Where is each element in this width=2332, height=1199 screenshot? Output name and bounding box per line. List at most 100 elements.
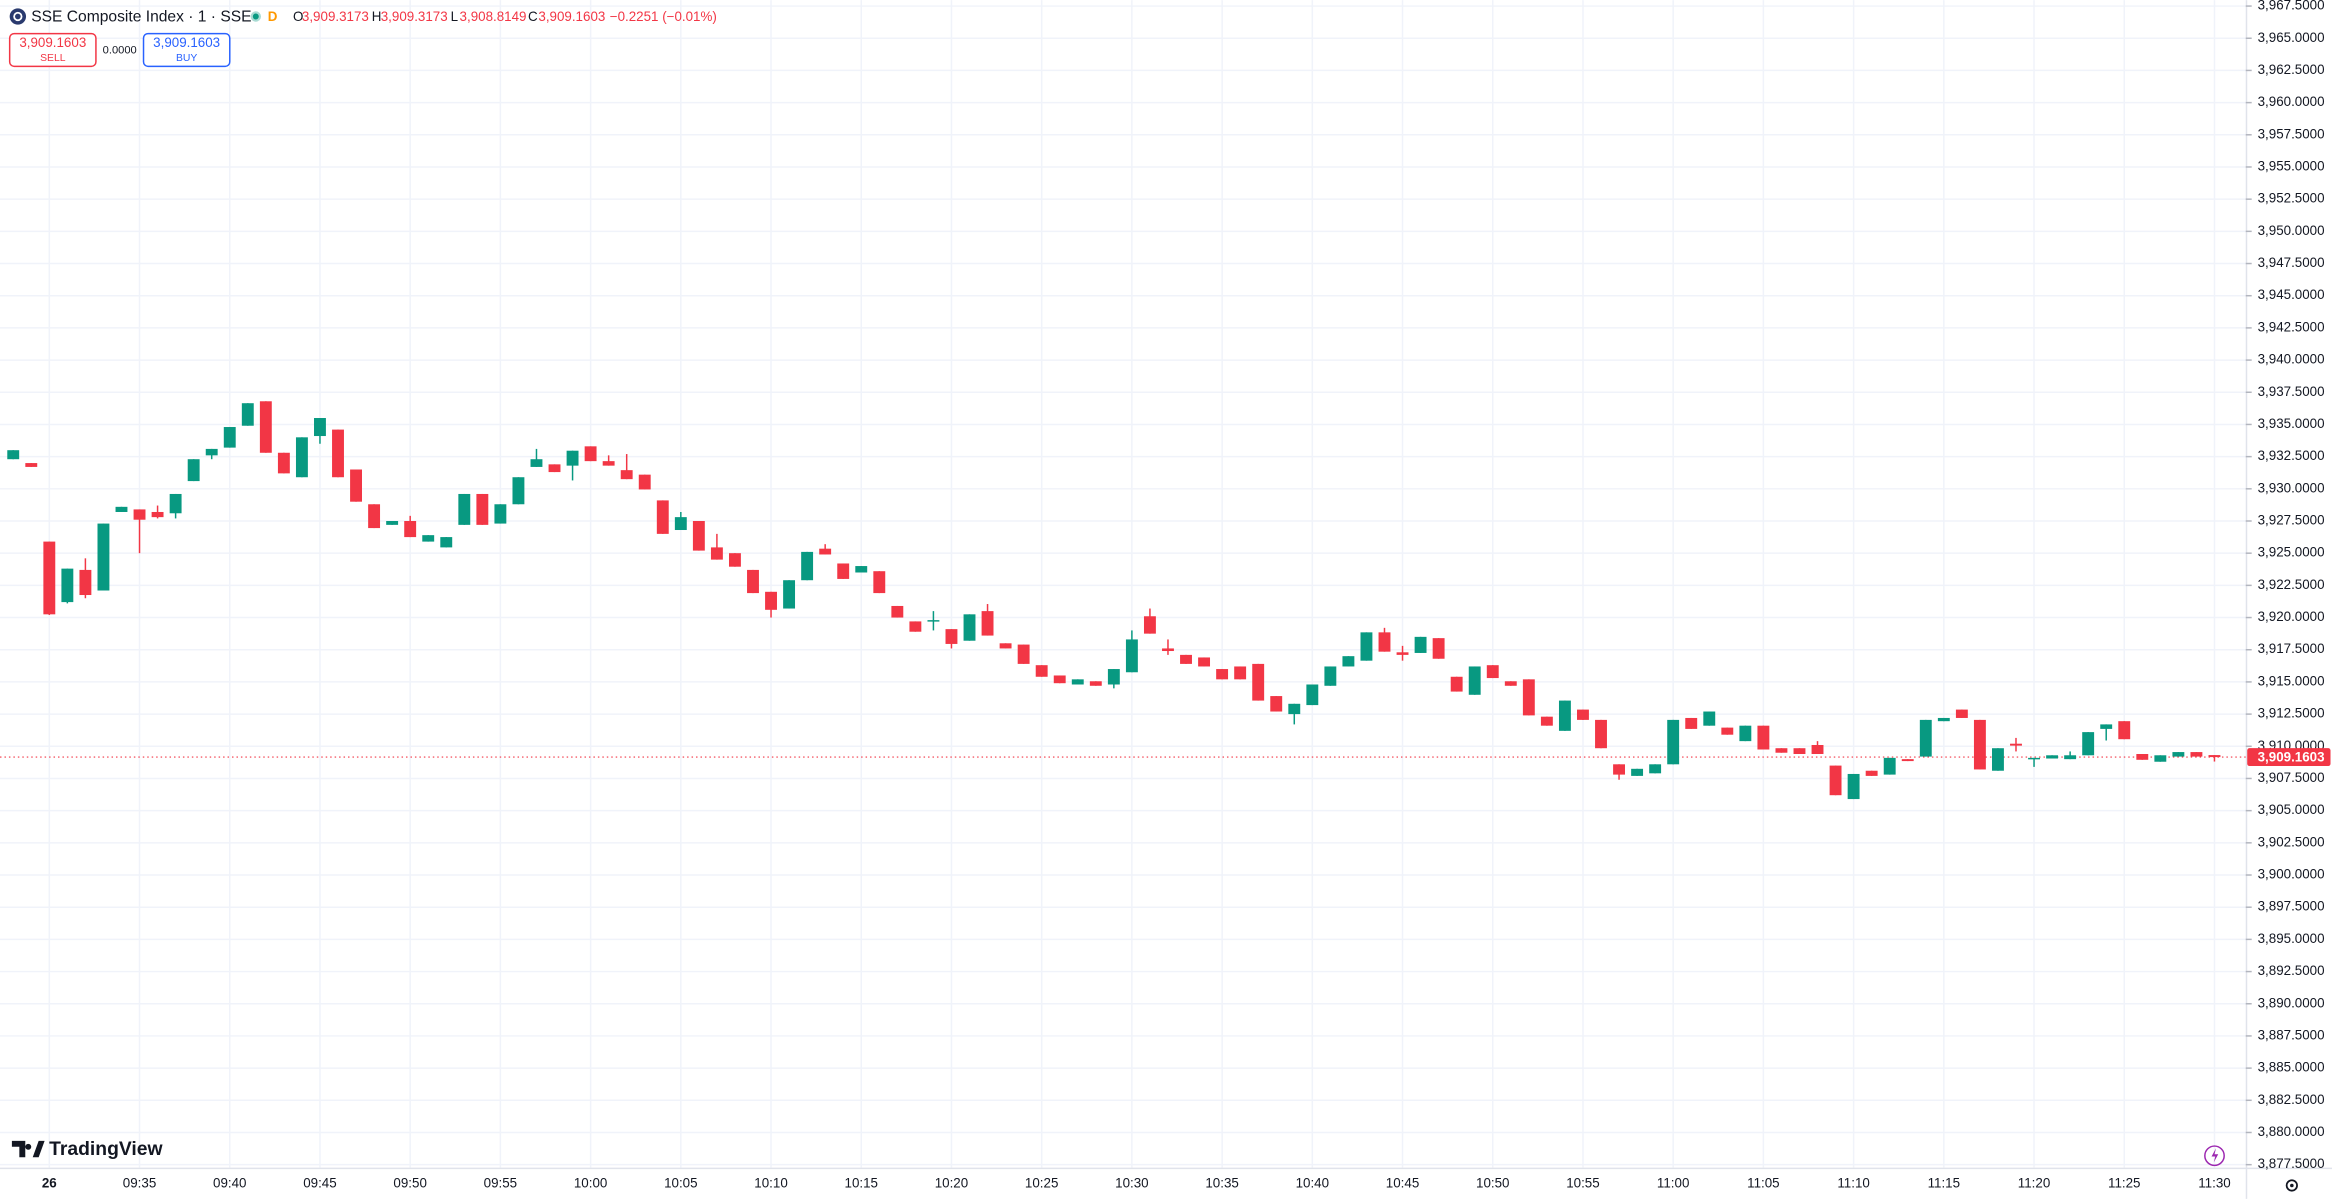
- buy-button[interactable]: [142, 32, 231, 68]
- candle: [783, 580, 796, 609]
- y-tick-label: 3,942.5000: [2258, 319, 2325, 334]
- axes: 3,877.5000 3,880.0000 3,882.5000 3,885.0000…: [42, 0, 2331, 1191]
- y-tick-label: 3,877.5000: [2258, 1156, 2325, 1171]
- settings-button[interactable]: [2285, 1179, 2298, 1192]
- candle: [1234, 666, 1247, 680]
- market-status-dot: [252, 13, 259, 20]
- candle: [1089, 681, 1102, 686]
- candle-body: [1486, 665, 1499, 679]
- candle-body: [97, 523, 110, 591]
- candle: [1829, 765, 1842, 796]
- candle-body: [1468, 666, 1481, 695]
- candle-body: [133, 509, 146, 520]
- candle-body: [1216, 669, 1229, 680]
- candle: [1450, 676, 1463, 692]
- candle-body: [783, 580, 796, 609]
- candle-body: [1937, 717, 1950, 722]
- ohlc-key: H: [372, 9, 382, 24]
- candle: [43, 541, 56, 615]
- candle: [1071, 679, 1084, 685]
- y-tick-label: 3,892.5000: [2258, 963, 2325, 978]
- candle-body: [584, 446, 597, 462]
- x-tick-label: 26: [42, 1176, 57, 1191]
- candle-body: [1053, 675, 1066, 684]
- y-tick-label: 3,952.5000: [2258, 191, 2325, 206]
- candle-body: [1288, 703, 1301, 715]
- candle-body: [1685, 717, 1698, 729]
- candle: [1558, 700, 1571, 731]
- candle-body: [1107, 669, 1120, 685]
- candle-body: [277, 452, 290, 474]
- sell-button[interactable]: [8, 32, 97, 68]
- candle: [1540, 716, 1553, 726]
- y-tick-label: 3,947.5000: [2258, 255, 2325, 270]
- candle-body: [2136, 754, 2149, 760]
- candle: [837, 563, 850, 579]
- candle: [1685, 717, 1698, 729]
- x-tick-label: 11:05: [1747, 1176, 1779, 1191]
- candle: [223, 427, 236, 448]
- candle-body: [1252, 663, 1265, 701]
- candle-body: [1504, 681, 1517, 686]
- candle: [440, 537, 453, 548]
- candle: [1414, 636, 1427, 653]
- symbol-icon-mark: [13, 11, 23, 22]
- candle: [2028, 757, 2040, 767]
- candle-body: [1775, 748, 1788, 753]
- ohlc-key: O: [293, 9, 303, 24]
- candle: [1811, 741, 1824, 755]
- candle: [295, 437, 308, 478]
- candle: [115, 506, 128, 512]
- candle: [801, 551, 814, 581]
- y-tick-label: 3,920.0000: [2258, 609, 2325, 624]
- x-tick-label: 10:25: [1025, 1176, 1058, 1191]
- candle-body: [1595, 719, 1607, 749]
- buy-label[interactable]: BUY: [176, 53, 197, 64]
- candle: [79, 558, 92, 599]
- sell-price[interactable]: 3,909.1603: [19, 35, 86, 50]
- candle-body: [747, 569, 759, 594]
- candle-body: [2208, 755, 2221, 758]
- candle: [819, 544, 832, 555]
- lightning-button[interactable]: [2204, 1145, 2225, 1167]
- y-tick-label: 3,882.5000: [2258, 1092, 2325, 1107]
- x-tick-label: 09:50: [393, 1176, 426, 1191]
- candle-body: [1811, 744, 1824, 755]
- candle: [386, 520, 399, 525]
- candle-body: [1414, 636, 1427, 653]
- candle: [710, 533, 723, 560]
- candle-body: [819, 548, 832, 555]
- candle: [1847, 773, 1860, 800]
- candle-body: [1324, 666, 1337, 686]
- brand-name[interactable]: TradingView: [49, 1139, 163, 1160]
- buy-price[interactable]: 3,909.1603: [153, 35, 220, 50]
- symbol-title[interactable]: SSE Composite Index · 1 · SSE: [31, 8, 251, 25]
- candle-body: [1703, 711, 1716, 726]
- candle: [1468, 666, 1481, 695]
- candle-body: [79, 569, 92, 596]
- candle-body: [2190, 752, 2203, 757]
- candle-body: [61, 568, 74, 603]
- candle: [1595, 719, 1607, 749]
- ohlc-change: −0.2251 (−0.01%): [610, 9, 717, 24]
- candle-body: [710, 547, 723, 560]
- candle-body: [1378, 632, 1391, 652]
- candle: [1721, 727, 1734, 735]
- candle: [728, 553, 741, 567]
- candle: [620, 454, 633, 480]
- candle-body: [963, 614, 976, 641]
- candle: [963, 614, 976, 641]
- sell-label[interactable]: SELL: [40, 53, 66, 64]
- y-tick-label: 3,902.5000: [2258, 834, 2325, 849]
- candle: [494, 504, 507, 524]
- candle-body: [674, 517, 687, 531]
- candle-body: [476, 493, 489, 525]
- candle: [2082, 732, 2095, 756]
- candle-body: [1540, 716, 1553, 726]
- candle: [1703, 711, 1716, 726]
- candle: [692, 520, 705, 551]
- candle: [151, 505, 164, 519]
- candle: [927, 611, 940, 631]
- x-tick-label: 11:25: [2108, 1176, 2140, 1191]
